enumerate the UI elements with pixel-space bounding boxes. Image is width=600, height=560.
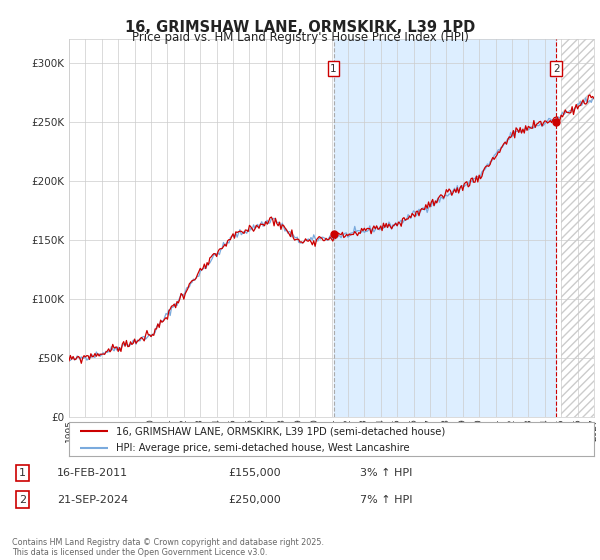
Bar [334, 39, 556, 417]
Text: 21-SEP-2024: 21-SEP-2024 [57, 494, 128, 505]
Text: 7% ↑ HPI: 7% ↑ HPI [360, 494, 413, 505]
Text: 16, GRIMSHAW LANE, ORMSKIRK, L39 1PD (semi-detached house): 16, GRIMSHAW LANE, ORMSKIRK, L39 1PD (se… [116, 426, 445, 436]
Text: 2: 2 [19, 494, 26, 505]
Text: 3% ↑ HPI: 3% ↑ HPI [360, 468, 412, 478]
Text: 1: 1 [19, 468, 26, 478]
Text: 16-FEB-2011: 16-FEB-2011 [57, 468, 128, 478]
Text: 2: 2 [553, 64, 560, 74]
Text: Price paid vs. HM Land Registry's House Price Index (HPI): Price paid vs. HM Land Registry's House … [131, 31, 469, 44]
Text: 1: 1 [330, 64, 337, 74]
Text: £155,000: £155,000 [228, 468, 281, 478]
Text: HPI: Average price, semi-detached house, West Lancashire: HPI: Average price, semi-detached house,… [116, 443, 410, 452]
Text: £250,000: £250,000 [228, 494, 281, 505]
Text: 16, GRIMSHAW LANE, ORMSKIRK, L39 1PD: 16, GRIMSHAW LANE, ORMSKIRK, L39 1PD [125, 20, 475, 35]
Text: Contains HM Land Registry data © Crown copyright and database right 2025.
This d: Contains HM Land Registry data © Crown c… [12, 538, 324, 557]
